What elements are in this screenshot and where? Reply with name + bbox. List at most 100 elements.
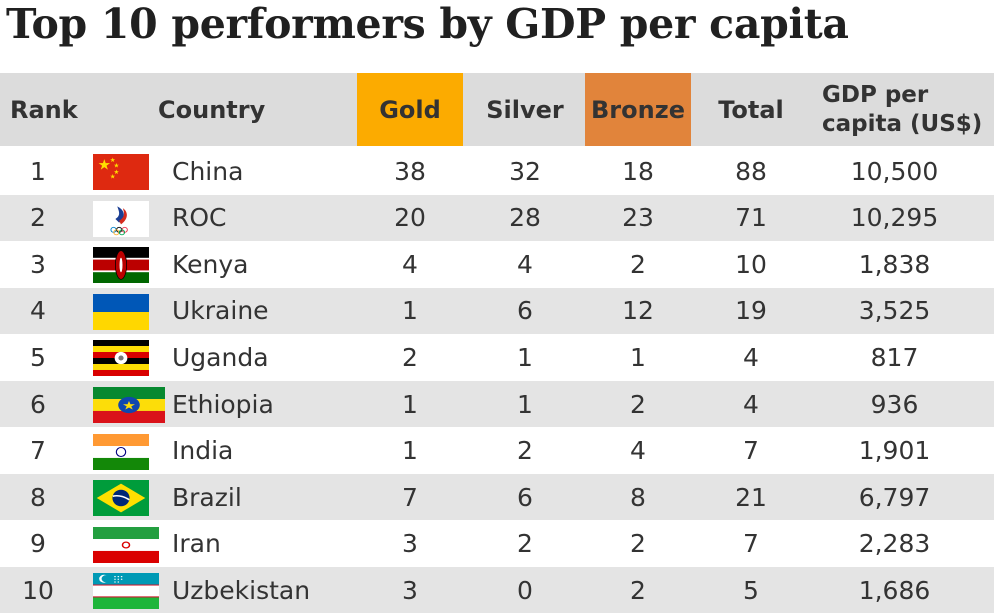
bronze-cell: 12 <box>622 296 654 326</box>
table-row: 8 Brazil 7 6 8 21 6,797 <box>0 474 994 521</box>
country-cell: Iran <box>172 529 221 559</box>
rank-cell: 1 <box>30 156 46 186</box>
table-row: 1 China 38 32 18 88 10,500 ★ ★ ★ ★ ★ <box>0 148 994 194</box>
brazil-flag-icon <box>93 480 149 517</box>
silver-cell: 1 <box>517 389 533 419</box>
country-cell: Ukraine <box>172 296 269 326</box>
gold-header: Gold <box>357 73 463 146</box>
gdp-cell: 936 <box>870 389 919 419</box>
uzbekistan-flag-icon <box>93 573 159 610</box>
silver-cell: 32 <box>509 156 541 186</box>
gdp-header: GDP per capita (US$) <box>822 73 994 146</box>
china-flag-icon: ★ ★ ★ ★ ★ <box>93 154 149 190</box>
iran-flag-icon <box>93 526 159 563</box>
silver-cell: 0 <box>517 575 533 605</box>
svg-text:★: ★ <box>114 168 120 176</box>
country-cell: Brazil <box>172 482 242 512</box>
gdp-cell: 1,838 <box>858 249 931 279</box>
table-row: 5 Uganda 2 1 1 4 817 <box>0 334 994 380</box>
bronze-cell: 1 <box>630 342 646 372</box>
bronze-cell: 23 <box>622 203 654 233</box>
gold-cell: 3 <box>402 529 418 559</box>
country-cell: India <box>172 436 234 466</box>
table-row: 10 Uzbekistan 3 0 2 5 1,686 <box>0 567 994 614</box>
gold-cell: 1 <box>402 296 418 326</box>
country-cell: Uganda <box>172 342 269 372</box>
gdp-cell: 1,901 <box>858 436 931 466</box>
rank-header: Rank <box>10 95 78 124</box>
svg-text:★: ★ <box>98 157 111 174</box>
svg-text:★: ★ <box>110 172 116 180</box>
silver-header: Silver <box>486 95 564 124</box>
table-row: 3 Kenya 4 4 2 10 1,838 <box>0 241 994 287</box>
rank-cell: 10 <box>22 575 54 605</box>
silver-cell: 6 <box>517 482 533 512</box>
rank-cell: 9 <box>30 529 46 559</box>
rank-cell: 3 <box>30 249 46 279</box>
total-cell: 7 <box>743 436 759 466</box>
bronze-cell: 2 <box>630 249 646 279</box>
bronze-cell: 4 <box>630 436 646 466</box>
total-cell: 71 <box>735 203 767 233</box>
gdp-cell: 3,525 <box>858 296 931 326</box>
gold-cell: 3 <box>402 575 418 605</box>
country-header: Country <box>158 95 266 124</box>
country-cell: China <box>172 156 244 186</box>
silver-cell: 2 <box>517 529 533 559</box>
uganda-flag-icon <box>93 340 149 377</box>
total-cell: 88 <box>735 156 767 186</box>
gdp-cell: 817 <box>870 342 919 372</box>
gold-cell: 2 <box>402 342 418 372</box>
total-cell: 21 <box>735 482 767 512</box>
total-cell: 4 <box>743 342 759 372</box>
total-cell: 10 <box>735 249 767 279</box>
ukraine-flag-icon <box>93 293 149 330</box>
gdp-header-line1: GDP per <box>822 81 929 108</box>
country-cell: ROC <box>172 203 227 233</box>
gold-cell: 20 <box>394 203 426 233</box>
rank-cell: 6 <box>30 389 46 419</box>
silver-cell: 2 <box>517 436 533 466</box>
total-cell: 19 <box>735 296 767 326</box>
india-flag-icon <box>93 433 149 470</box>
table-row: 9 Iran 3 2 2 7 2,283 <box>0 521 994 567</box>
gold-cell: 38 <box>394 156 426 186</box>
bronze-cell: 2 <box>630 575 646 605</box>
rank-cell: 7 <box>30 436 46 466</box>
gdp-cell: 1,686 <box>858 575 931 605</box>
country-cell: Uzbekistan <box>172 575 311 605</box>
gdp-cell: 6,797 <box>858 482 931 512</box>
rank-cell: 8 <box>30 482 46 512</box>
total-cell: 5 <box>743 575 759 605</box>
bronze-header: Bronze <box>585 73 691 146</box>
total-cell: 4 <box>743 389 759 419</box>
roc-flag-icon <box>93 200 149 237</box>
gdp-header-line2: capita (US$) <box>822 110 983 137</box>
silver-cell: 4 <box>517 249 533 279</box>
bronze-cell: 18 <box>622 156 654 186</box>
table-row: 4 Ukraine 1 6 12 19 3,525 <box>0 287 994 334</box>
bronze-cell: 2 <box>630 529 646 559</box>
rank-cell: 5 <box>30 342 46 372</box>
table-row: 7 India 1 2 4 7 1,901 <box>0 428 994 474</box>
bronze-cell: 2 <box>630 389 646 419</box>
gold-cell: 7 <box>402 482 418 512</box>
silver-cell: 1 <box>517 342 533 372</box>
table-row: 2 ROC 20 28 23 71 10,295 <box>0 194 994 241</box>
rank-cell: 4 <box>30 296 46 326</box>
gold-cell: 4 <box>402 249 418 279</box>
total-cell: 7 <box>743 529 759 559</box>
table-header: Rank Country Gold Silver Bronze Total GD… <box>0 73 994 146</box>
gdp-cell: 10,500 <box>850 156 939 186</box>
svg-text:★: ★ <box>122 399 136 413</box>
svg-text:★: ★ <box>110 156 116 164</box>
gold-cell: 1 <box>402 436 418 466</box>
table-row: 6 Ethiopia 1 1 2 4 936 ★ <box>0 381 994 427</box>
silver-cell: 28 <box>509 203 541 233</box>
country-cell: Ethiopia <box>172 389 274 419</box>
gdp-cell: 2,283 <box>858 529 931 559</box>
bronze-cell: 8 <box>630 482 646 512</box>
svg-text:★: ★ <box>114 162 120 170</box>
gdp-cell: 10,295 <box>850 203 939 233</box>
total-header: Total <box>718 95 784 124</box>
